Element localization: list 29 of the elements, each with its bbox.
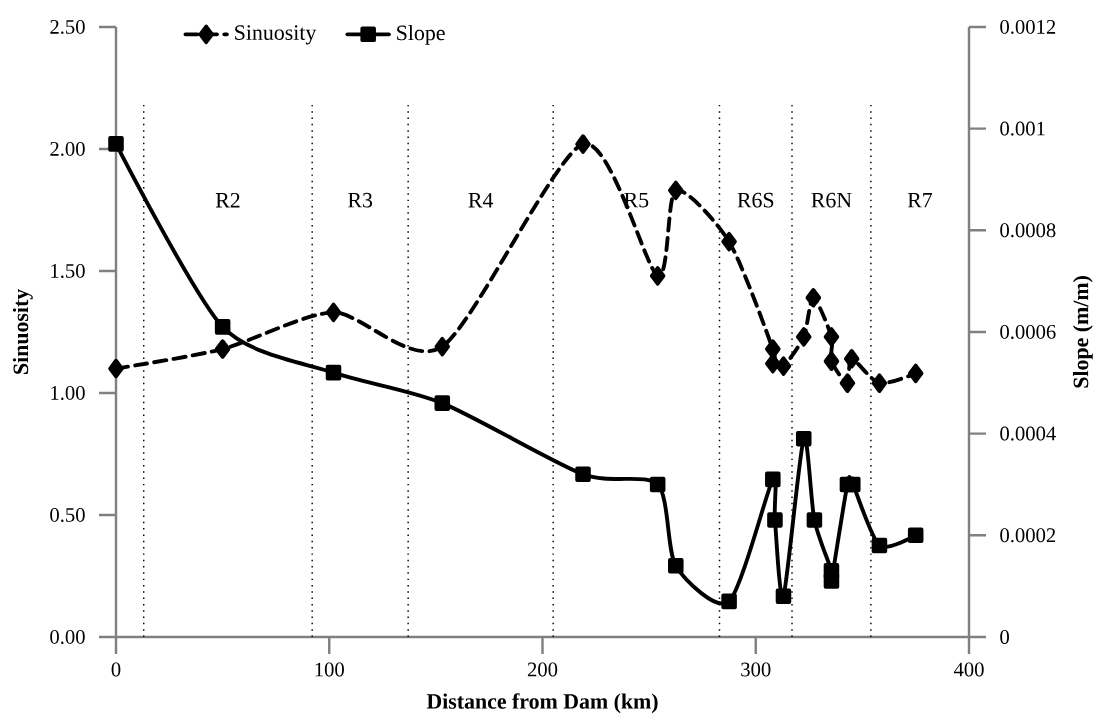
x-axis-title: Distance from Dam (km) <box>426 693 658 714</box>
y-tick-label: 2.50 <box>50 19 85 34</box>
y-tick-label: 0.50 <box>50 507 85 522</box>
legend-label: Sinuosity <box>235 25 317 45</box>
y2-tick-label: 0.0012 <box>1000 19 1056 34</box>
x-tick-label: 200 <box>527 662 558 677</box>
y2-tick-label: 0 <box>1000 630 1009 644</box>
y2-tick-label: 0.001 <box>1000 121 1045 136</box>
annotation: R2 <box>215 192 240 208</box>
y2-tick-label: 0.0006 <box>1000 324 1056 339</box>
y2-tick-label: 0.0004 <box>1000 426 1056 441</box>
y2-tick-label: 0.0008 <box>1000 223 1056 238</box>
y-tick-label: 2.00 <box>50 141 85 156</box>
x-tick-label: 100 <box>315 662 344 677</box>
y2-tick-label: 0.0002 <box>1000 528 1056 543</box>
x-tick-label: 300 <box>741 662 771 677</box>
y-axis-title: Sinuosity <box>12 289 33 374</box>
legend-label: Slope <box>397 24 445 45</box>
annotation: R6S <box>737 192 774 208</box>
annotation: R4 <box>468 192 494 208</box>
y2-axis-title: Slope (m/m) <box>1072 276 1093 388</box>
annotation: R3 <box>348 192 373 208</box>
y-tick-label: 0.00 <box>50 629 85 644</box>
x-tick-label: 0 <box>111 662 121 677</box>
y-tick-label: 1.50 <box>51 263 85 278</box>
annotation: R7 <box>907 193 933 208</box>
annotation: R6N <box>811 192 852 208</box>
x-tick-label: 400 <box>953 662 984 677</box>
y-tick-label: 1.00 <box>51 385 85 400</box>
